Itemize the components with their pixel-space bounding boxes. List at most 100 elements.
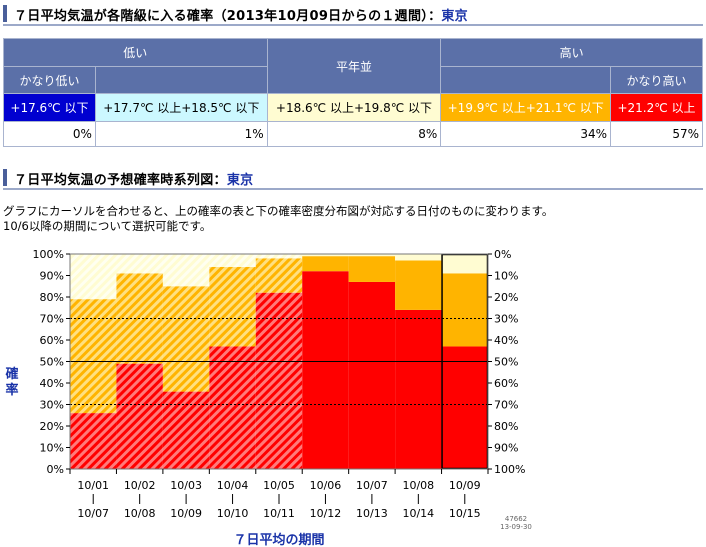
bar-segment bbox=[302, 256, 349, 272]
x-tick-label-end: 10/10 bbox=[217, 507, 249, 520]
sub-high-spacer bbox=[440, 66, 612, 94]
bar-column[interactable] bbox=[162, 254, 210, 469]
bar-column[interactable] bbox=[255, 254, 303, 469]
y-tick-label-right: 70% bbox=[494, 399, 518, 412]
y-tick-label-left: 100% bbox=[33, 248, 64, 261]
x-tick-label-end: 10/08 bbox=[124, 507, 156, 520]
x-tick-label-start: 10/04 bbox=[217, 479, 249, 492]
bar-segment bbox=[255, 254, 303, 259]
range-normal: +18.6℃ 以上+19.8℃ 以下 bbox=[266, 93, 442, 122]
sub-very-low-header: かなり低い bbox=[3, 66, 96, 94]
y-tick-label-right: 60% bbox=[494, 377, 518, 390]
y-tick-label-left: 80% bbox=[40, 291, 64, 304]
x-axis-title: ７日平均の期間 bbox=[233, 532, 324, 547]
bar-segment bbox=[255, 258, 303, 293]
x-tick-label-start: 10/05 bbox=[263, 479, 295, 492]
bar-segment bbox=[348, 256, 396, 282]
y-axis-title: 確 bbox=[5, 366, 18, 382]
bar-segment bbox=[348, 254, 396, 257]
y-tick-label-right: 0% bbox=[494, 248, 511, 261]
station-code: 47662 bbox=[505, 515, 527, 523]
x-tick-label-start: 10/03 bbox=[170, 479, 202, 492]
value-low: 1% bbox=[94, 121, 268, 147]
x-tick-label-start: 10/08 bbox=[402, 479, 434, 492]
header-accent-bar bbox=[3, 5, 7, 22]
y-tick-label-left: 20% bbox=[40, 420, 64, 433]
x-tick-label-end: 10/11 bbox=[263, 507, 295, 520]
bar-column[interactable] bbox=[70, 254, 117, 469]
y-tick-label-right: 30% bbox=[494, 313, 518, 326]
x-tick-label-end: 10/09 bbox=[170, 507, 202, 520]
x-tick-label-start: 10/02 bbox=[124, 479, 156, 492]
y-tick-label-left: 0% bbox=[47, 463, 64, 476]
timeseries-section-title: ７日平均気温の予想確率時系列図：東京 bbox=[14, 173, 254, 188]
y-axis-title: 率 bbox=[5, 382, 18, 398]
value-normal: 8% bbox=[266, 121, 442, 147]
x-tick-label-start: 10/07 bbox=[356, 479, 388, 492]
y-tick-label-right: 100% bbox=[494, 463, 525, 476]
probability-timeseries-chart: 0% 100% 10% 90% 20% 80% 30% 70% 40% 60% 50% 50% 60% 4… bbox=[5, 248, 532, 547]
probability-table: 低い 平年並 高い かなり低い かなり高い +17.6℃ 以下 +17.7℃ 以… bbox=[3, 38, 703, 147]
y-tick-label-left: 70% bbox=[40, 313, 64, 326]
y-tick-label-left: 90% bbox=[40, 270, 64, 283]
range-very-low: +17.6℃ 以下 bbox=[3, 93, 96, 122]
group-normal-header: 平年並 bbox=[266, 38, 442, 94]
bar-segment bbox=[162, 391, 210, 469]
x-tick-label-end: 10/07 bbox=[77, 507, 109, 520]
bar-column[interactable] bbox=[209, 254, 256, 469]
location-name: 東京 bbox=[226, 173, 254, 188]
bar-segment bbox=[70, 254, 117, 300]
sub-very-high-header: かなり高い bbox=[610, 66, 703, 94]
bar-segment bbox=[116, 254, 163, 274]
bar-segment bbox=[395, 260, 442, 310]
bar-segment bbox=[302, 271, 349, 469]
bar-segment bbox=[70, 413, 117, 469]
header-accent-bar bbox=[3, 169, 7, 186]
x-tick-label-end: 10/13 bbox=[356, 507, 388, 520]
description-line-1: グラフにカーソルを合わせると、上の確率の表と下の確率密度分布図が対応する日付のも… bbox=[3, 204, 554, 218]
bar-segment bbox=[70, 299, 117, 414]
y-tick-label-right: 40% bbox=[494, 334, 518, 347]
bar-segment bbox=[441, 346, 488, 469]
y-tick-label-right: 20% bbox=[494, 291, 518, 304]
bar-segment bbox=[395, 309, 442, 469]
y-tick-label-right: 90% bbox=[494, 442, 518, 455]
bar-segment bbox=[441, 273, 488, 347]
range-very-high: +21.2℃ 以上 bbox=[610, 93, 703, 122]
bar-segment bbox=[255, 292, 303, 469]
bar-segment bbox=[162, 254, 210, 287]
y-tick-label-right: 10% bbox=[494, 270, 518, 283]
y-tick-label-left: 40% bbox=[40, 377, 64, 390]
issue-date: 13-09-30 bbox=[500, 523, 532, 531]
bar-segment bbox=[162, 286, 210, 392]
x-tick-label-start: 10/06 bbox=[310, 479, 342, 492]
range-high: +19.9℃ 以上+21.1℃ 以下 bbox=[440, 93, 612, 122]
range-low: +17.7℃ 以上+18.5℃ 以下 bbox=[94, 93, 268, 122]
y-tick-label-left: 50% bbox=[40, 356, 64, 369]
bar-column[interactable] bbox=[441, 254, 488, 469]
bar-segment bbox=[302, 254, 349, 257]
bar-column[interactable] bbox=[302, 254, 349, 469]
value-high: 34% bbox=[440, 121, 612, 147]
bar-segment bbox=[395, 254, 442, 261]
bar-segment bbox=[348, 281, 396, 469]
bar-segment bbox=[209, 254, 256, 267]
bar-segment bbox=[441, 254, 488, 274]
group-low-header: 低い bbox=[3, 38, 268, 67]
bar-segment bbox=[209, 346, 256, 469]
y-tick-label-right: 50% bbox=[494, 356, 518, 369]
x-tick-label-start: 10/09 bbox=[449, 479, 481, 492]
bar-column[interactable] bbox=[395, 254, 442, 469]
group-high-header: 高い bbox=[440, 38, 703, 67]
y-tick-label-left: 60% bbox=[40, 334, 64, 347]
x-tick-label-end: 10/14 bbox=[402, 507, 434, 520]
probability-section-header: ７日平均気温が各階級に入る確率（2013年10月09日からの１週間）：東京 bbox=[3, 3, 703, 26]
value-very-low: 0% bbox=[3, 121, 96, 147]
description-line-2: 10/6以降の期間について選択可能です。 bbox=[3, 219, 212, 233]
value-very-high: 57% bbox=[610, 121, 703, 147]
x-tick-label-end: 10/12 bbox=[310, 507, 342, 520]
x-tick-label-end: 10/15 bbox=[449, 507, 481, 520]
bar-segment bbox=[116, 363, 163, 469]
bar-column[interactable] bbox=[348, 254, 396, 469]
bar-segment bbox=[209, 266, 256, 347]
